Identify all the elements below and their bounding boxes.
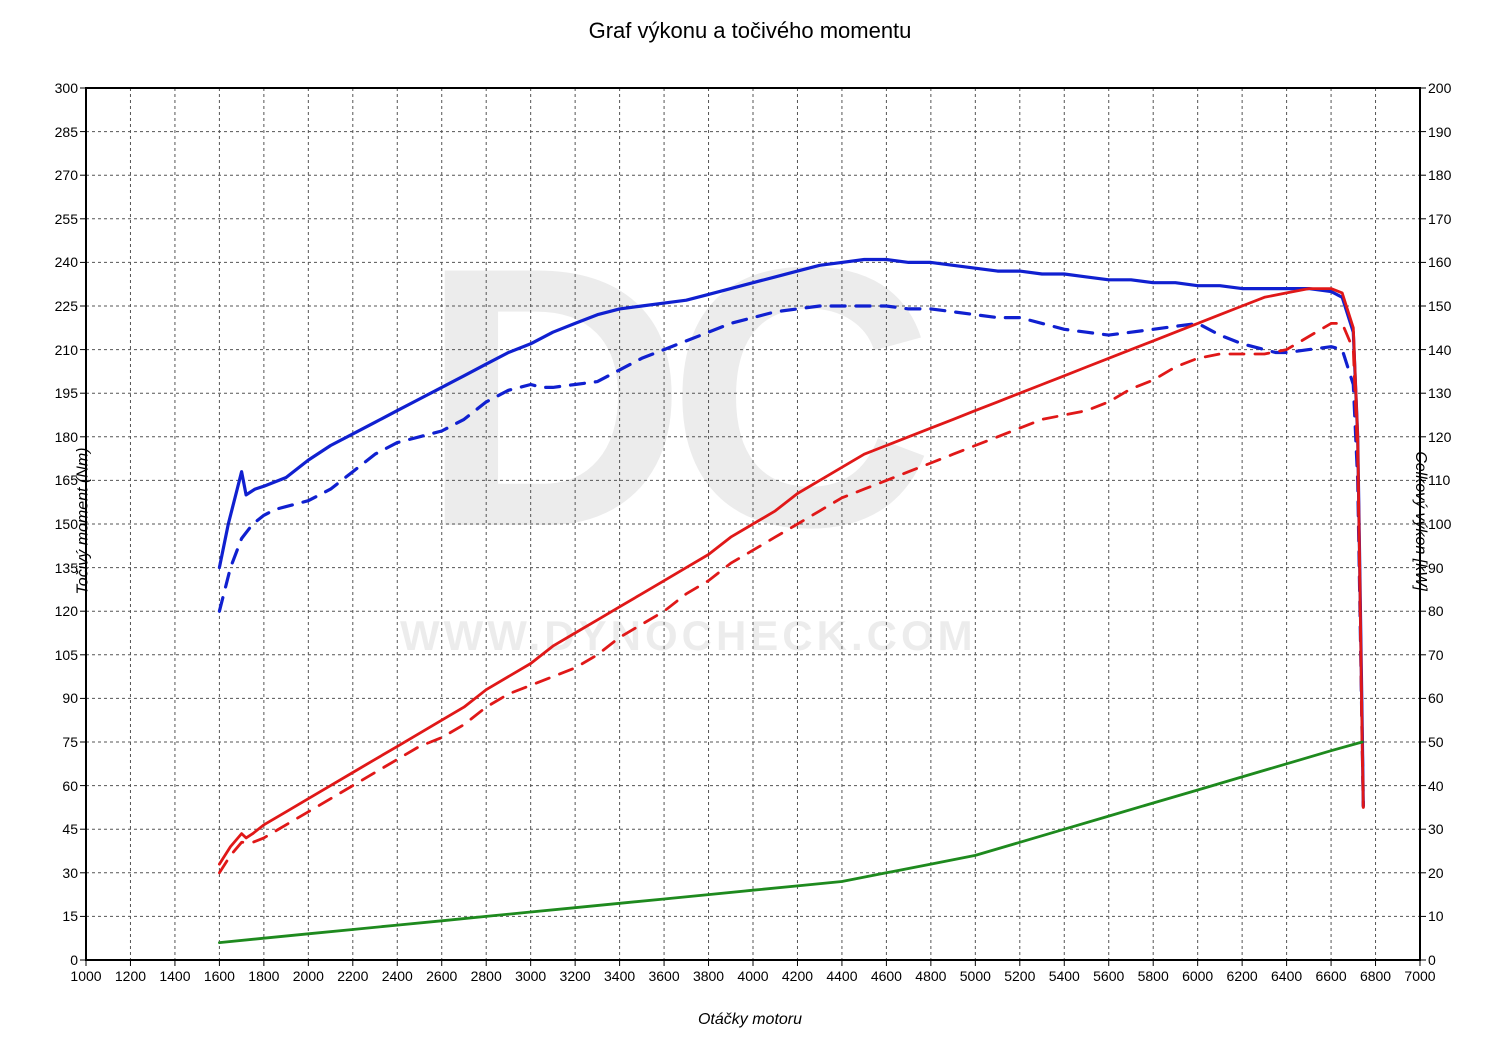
x-tick-label: 1400 [159, 968, 190, 984]
x-tick-label: 1000 [70, 968, 101, 984]
x-tick-label: 4000 [737, 968, 768, 984]
y-left-tick-label: 210 [55, 342, 78, 358]
series-loss_solid [219, 742, 1362, 943]
x-tick-label: 4600 [871, 968, 902, 984]
y-left-tick-label: 285 [55, 124, 78, 140]
x-tick-label: 5400 [1049, 968, 1080, 984]
x-tick-label: 3600 [648, 968, 679, 984]
y-right-tick-label: 150 [1428, 298, 1451, 314]
x-tick-label: 2400 [382, 968, 413, 984]
x-tick-label: 2800 [471, 968, 502, 984]
chart-container: { "chart": { "type": "line", "title": "G… [0, 0, 1500, 1041]
y-left-tick-label: 240 [55, 254, 78, 270]
x-tick-label: 1600 [204, 968, 235, 984]
y-right-tick-label: 190 [1428, 124, 1451, 140]
x-tick-label: 5800 [1138, 968, 1169, 984]
y-left-tick-label: 255 [55, 211, 78, 227]
y-right-tick-label: 120 [1428, 429, 1451, 445]
x-tick-label: 2000 [293, 968, 324, 984]
y-right-tick-label: 40 [1428, 778, 1444, 794]
y-left-tick-label: 180 [55, 429, 78, 445]
y-right-tick-label: 80 [1428, 603, 1444, 619]
x-tick-label: 1800 [248, 968, 279, 984]
y-right-tick-label: 100 [1428, 516, 1451, 532]
y-left-tick-label: 150 [55, 516, 78, 532]
series-torque_solid [219, 260, 1363, 806]
y-left-tick-label: 0 [70, 952, 78, 968]
x-tick-label: 6800 [1360, 968, 1391, 984]
y-left-tick-label: 135 [55, 560, 78, 576]
x-tick-label: 3000 [515, 968, 546, 984]
y-left-tick-label: 30 [62, 865, 78, 881]
y-left-tick-label: 165 [55, 472, 78, 488]
x-tick-label: 3800 [693, 968, 724, 984]
chart-svg [0, 0, 1500, 1041]
y-left-tick-label: 225 [55, 298, 78, 314]
x-tick-label: 3400 [604, 968, 635, 984]
y-left-tick-label: 15 [62, 908, 78, 924]
x-tick-label: 5200 [1004, 968, 1035, 984]
y-left-tick-label: 90 [62, 690, 78, 706]
series-torque_dashed [219, 306, 1363, 806]
y-right-tick-label: 50 [1428, 734, 1444, 750]
y-left-tick-label: 270 [55, 167, 78, 183]
y-left-tick-label: 75 [62, 734, 78, 750]
y-left-tick-label: 120 [55, 603, 78, 619]
y-right-tick-label: 200 [1428, 80, 1451, 96]
y-left-tick-label: 45 [62, 821, 78, 837]
y-left-tick-label: 300 [55, 80, 78, 96]
y-right-tick-label: 140 [1428, 342, 1451, 358]
x-tick-label: 4400 [826, 968, 857, 984]
x-tick-label: 6000 [1182, 968, 1213, 984]
y-left-tick-label: 60 [62, 778, 78, 794]
y-right-tick-label: 70 [1428, 647, 1444, 663]
series-power_solid [219, 289, 1363, 865]
y-right-tick-label: 160 [1428, 254, 1451, 270]
y-right-tick-label: 60 [1428, 690, 1444, 706]
y-right-tick-label: 10 [1428, 908, 1444, 924]
y-right-tick-label: 110 [1428, 472, 1450, 488]
x-tick-label: 7000 [1404, 968, 1435, 984]
x-tick-label: 4800 [915, 968, 946, 984]
x-tick-label: 6600 [1315, 968, 1346, 984]
x-tick-label: 5600 [1093, 968, 1124, 984]
y-right-tick-label: 0 [1428, 952, 1436, 968]
x-tick-label: 6200 [1227, 968, 1258, 984]
x-tick-label: 2200 [337, 968, 368, 984]
y-right-tick-label: 130 [1428, 385, 1451, 401]
y-right-tick-label: 20 [1428, 865, 1444, 881]
x-tick-label: 5000 [960, 968, 991, 984]
x-tick-label: 6400 [1271, 968, 1302, 984]
x-tick-label: 2600 [426, 968, 457, 984]
y-left-tick-label: 105 [55, 647, 78, 663]
y-right-tick-label: 30 [1428, 821, 1444, 837]
y-right-tick-label: 90 [1428, 560, 1444, 576]
x-tick-label: 1200 [115, 968, 146, 984]
x-tick-label: 4200 [782, 968, 813, 984]
y-right-tick-label: 180 [1428, 167, 1451, 183]
y-left-tick-label: 195 [55, 385, 78, 401]
y-right-tick-label: 170 [1428, 211, 1451, 227]
x-tick-label: 3200 [560, 968, 591, 984]
